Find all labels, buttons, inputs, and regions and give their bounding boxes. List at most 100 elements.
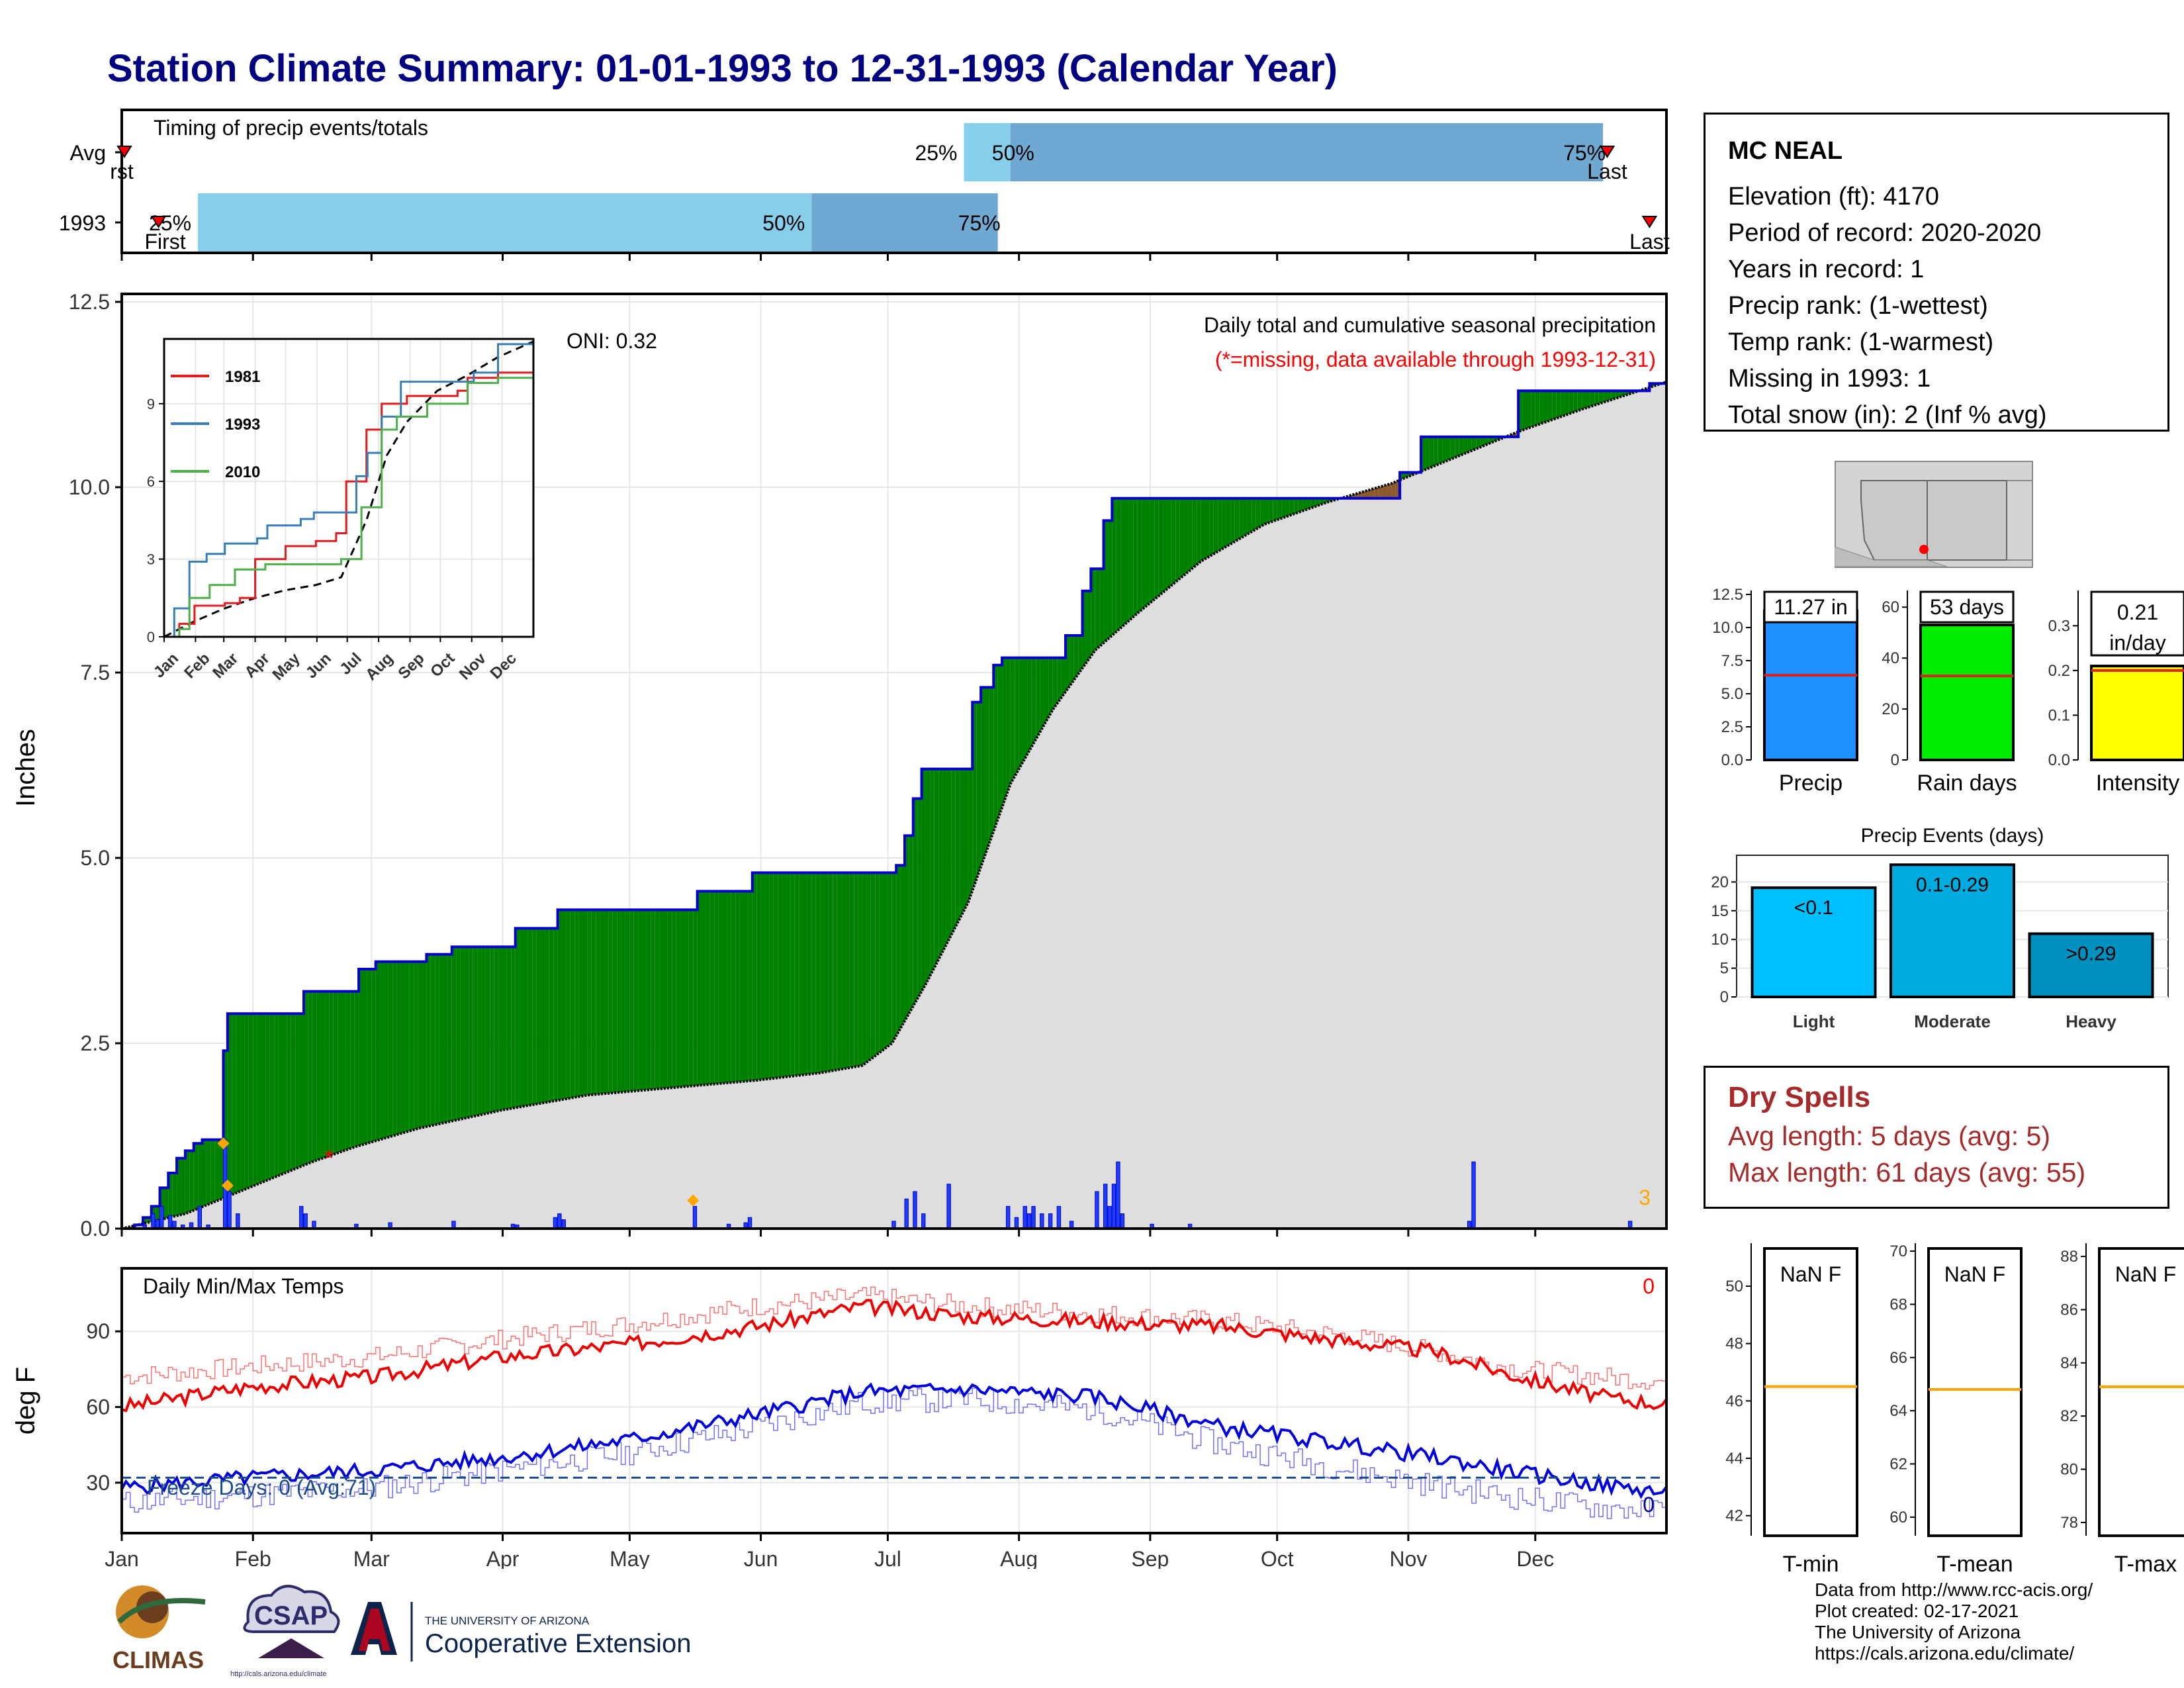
precip-departure-fill [904,835,909,1021]
precip-departure-fill [663,910,668,1089]
timing-label-75-1993: 75% [958,211,1001,235]
precip-departure-fill [870,872,876,1059]
precip-departure-fill [714,891,719,1084]
precip-departure-fill [1387,483,1392,498]
precip-departure-fill [1116,498,1121,632]
avg-cumulative-line [121,381,1667,1230]
daily-precip-bar [1095,1191,1099,1229]
csap-logo: CSAP http://cals.arizona.edu/climate [230,1585,340,1678]
sum-value-label-Precip: 11.27 in [1774,595,1848,619]
precip-departure-fill [295,1013,300,1169]
precip-departure-fill [536,928,541,1104]
precip-departure-fill [833,872,837,1071]
precip-departure-fill [1603,391,1608,403]
precip-departure-fill [1302,498,1307,511]
events-bar-label-Heavy: >0.29 [2066,943,2116,965]
precip-departure-fill [1073,635,1079,680]
precip-departure-fill [1569,391,1574,414]
daily-precip-bar [946,1184,951,1229]
precip-departure-fill [909,835,913,1014]
month-label-Aug: Aug [1000,1547,1038,1569]
precip-departure-fill [312,991,317,1162]
snow-marker [687,1194,700,1207]
events-xlabel-Moderate: Moderate [1914,1011,1991,1031]
map-newmexico [1927,480,2007,561]
precip-departure-fill [1294,498,1298,514]
precip-departure-fill [845,872,850,1069]
precip-departure-fill [646,910,651,1090]
month-label-Dec: Dec [1516,1547,1554,1569]
tsum-value-label-T-min: NaN F [1780,1262,1841,1286]
precip-departure-fill [1218,498,1222,552]
dry-spells-avg: Avg length: 5 days (avg: 5) [1728,1121,2050,1151]
precip-departure-fill [367,969,372,1144]
precip-departure-fill [447,954,452,1122]
station-info-box: MC NEAL Elevation (ft): 4170 Period of r… [1704,113,2169,432]
precip-ytick-label: 5.0 [81,846,110,870]
precip-departure-fill [1142,498,1146,610]
credit-plot-created: Plot created: 02-17-2021 [1815,1601,2019,1621]
precip-departure-fill [570,910,575,1098]
daily-precip-bar [159,1205,164,1229]
location-map [1835,461,2033,568]
precip-departure-fill [1061,657,1066,698]
precip-departure-fill [1036,657,1040,739]
precip-departure-fill [1201,498,1205,561]
precip-departure-fill [418,961,423,1129]
tsum-ytick-label: 66 [1889,1349,1907,1367]
precip-departure-fill [1383,485,1387,498]
sum-ytick-label: 2.5 [1721,718,1743,736]
tsum-box-T-max [2098,1247,2184,1537]
precip-departure-fill [1425,436,1430,470]
events-title: Precip Events (days) [1861,825,2044,847]
daily-precip-bar [553,1217,558,1229]
precip-departure-fill [934,769,939,968]
precip-departure-fill [735,891,740,1082]
daily-precip-bar [1103,1184,1108,1229]
precip-departure-fill [1310,498,1316,508]
precip-departure-fill [1586,391,1590,408]
precip-departure-fill [1230,498,1235,544]
precip-departure-fill [1019,657,1024,769]
precip-departure-fill [913,798,918,1006]
precip-departure-fill [1205,498,1210,559]
inset-frame [163,338,535,638]
precip-departure-fill [989,687,994,843]
daily-precip-bar [227,1191,232,1229]
precip-departure-fill [1002,657,1007,808]
missing-marker: * [324,1145,334,1172]
daily-precip-bar [921,1213,926,1229]
precip-departure-fill [1526,391,1531,429]
dry-spells-box: Dry Spells Avg length: 5 days (avg: 5) M… [1704,1066,2169,1209]
tsum-ytick-label: 44 [1725,1450,1743,1468]
inset-avg-line [163,340,534,638]
precip-departure-fill [608,910,613,1094]
precip-departure-fill [1188,498,1193,572]
precip-departure-fill [265,1013,270,1181]
precip-ytick-label: 10.0 [69,475,110,499]
precip-departure-fill [858,872,863,1066]
oni-label: ONI: 0.32 [567,329,657,353]
precip-departure-fill [396,961,402,1135]
precip-departure-fill [1446,436,1451,461]
precip-departure-fill [469,947,473,1117]
month-label-Oct: Oct [1261,1547,1294,1569]
daily-precip-bar [155,1219,160,1229]
tsum-value-label-T-max: NaN F [2115,1262,2176,1286]
precip-departure-fill [583,910,588,1096]
precip-departure-fill [523,928,528,1107]
sum-value-label-Intensity: 0.21 [2117,600,2158,624]
tsum-ytick-label: 42 [1725,1507,1743,1525]
precip-departure-fill [617,910,621,1093]
sum-xlabel-Intensity: Intensity [2096,771,2180,796]
sum-ytick-label: 12.5 [1712,586,1743,604]
tsum-xlabel-T-max: T-max [2115,1552,2177,1577]
precip-departure-fill [422,961,427,1128]
precip-departure-fill [515,928,520,1108]
precip-departure-fill [1277,498,1282,520]
precip-departure-fill [248,1013,253,1188]
precip-departure-fill [1052,657,1058,710]
precip-chart: * 0.0 2.5 5.0 7.5 10.0 12.5 Inches Daily total a… [11,291,1668,1238]
precip-departure-fill [807,872,812,1075]
precip-departure-fill [879,872,884,1053]
